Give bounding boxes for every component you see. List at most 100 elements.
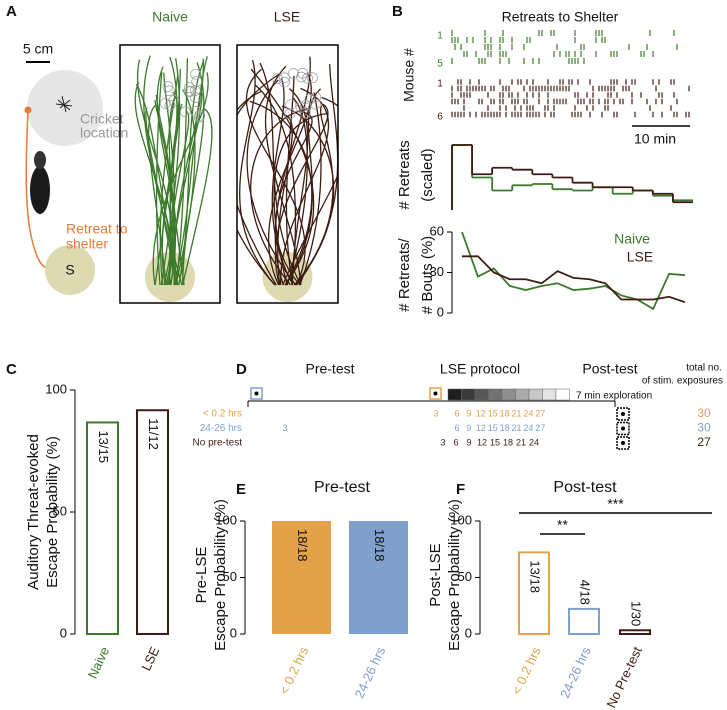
trajectory xyxy=(282,96,338,286)
cricket-mark xyxy=(295,102,307,113)
stim-count: 9 xyxy=(466,408,471,418)
stim-count: 18 xyxy=(500,423,510,433)
test-dot xyxy=(433,391,438,396)
trajectory xyxy=(246,79,297,286)
stim-count: 15 xyxy=(488,408,498,418)
arena-title: LSE xyxy=(274,9,300,25)
arena-title: Naive xyxy=(152,9,188,25)
mouse-icon xyxy=(30,166,50,214)
row-total: 30 xyxy=(697,421,711,435)
y-tick-label: 0 xyxy=(465,625,472,640)
raster-row-label: 1 xyxy=(437,79,443,90)
trajectory xyxy=(168,110,190,286)
trajectory xyxy=(135,84,183,286)
stim-count: 15 xyxy=(490,437,500,447)
stage-header: Post-test xyxy=(582,361,637,377)
cricket-mark xyxy=(300,100,311,111)
series-line xyxy=(462,255,686,304)
trajectories xyxy=(237,56,338,286)
significance-label: *** xyxy=(607,496,624,512)
trajectory xyxy=(237,90,277,286)
trajectory xyxy=(169,56,178,286)
stim-count: 21 xyxy=(516,437,526,447)
trajectory xyxy=(239,59,276,286)
cricket-mark xyxy=(183,86,195,97)
y-axis-label: # Retreats/ xyxy=(396,237,413,311)
x-tick-label: < 0.2 hrs xyxy=(509,644,544,697)
cricket-mark xyxy=(284,108,296,120)
x-tick-label: Naive xyxy=(85,644,113,680)
stim-count: 21 xyxy=(511,423,521,433)
row-total: 27 xyxy=(697,435,711,449)
x-tick-label: No Pre-test xyxy=(603,644,645,710)
y-axis-label: # Retreats xyxy=(396,140,413,209)
stim-count: 3 xyxy=(282,423,287,433)
cricket-mark xyxy=(189,85,201,96)
stim-count: 21 xyxy=(511,408,521,418)
cricket-mark xyxy=(272,73,283,84)
y-tick-label: 0 xyxy=(437,304,444,319)
trajectory xyxy=(299,92,322,286)
raster-row-label: 1 xyxy=(437,31,443,42)
exploration-label: 7 min exploration xyxy=(576,391,652,402)
cricket-mark xyxy=(310,91,322,103)
y-tick-label: 100 xyxy=(450,512,472,527)
mouse-head xyxy=(34,151,46,169)
trajectory xyxy=(178,61,204,286)
stim-block xyxy=(501,388,516,401)
legend-label: Naive xyxy=(614,231,650,247)
trajectory xyxy=(168,95,185,286)
total-header: total no. xyxy=(686,363,722,374)
series-line xyxy=(461,231,686,311)
y-axis-label: Escape Probability (%) xyxy=(446,499,463,651)
y-axis-label: (scaled) xyxy=(419,148,436,201)
trajectory xyxy=(175,89,196,286)
stim-count: 9 xyxy=(466,423,471,433)
row-label: No pre-test xyxy=(193,438,243,449)
y-tick-label: 100 xyxy=(45,381,67,396)
post-dot xyxy=(621,441,625,445)
retreat-label: Retreat to xyxy=(66,221,128,237)
y-tick-label: 100 xyxy=(215,512,237,527)
panel-label: C xyxy=(6,361,17,378)
value-label: 1/30 xyxy=(629,601,644,626)
bar xyxy=(568,607,600,636)
stim-block xyxy=(542,388,557,401)
bar xyxy=(619,629,651,635)
trajectory xyxy=(275,111,313,286)
bar xyxy=(518,551,550,635)
stim-count: 6 xyxy=(453,437,458,447)
x-tick-label: LSE xyxy=(138,644,162,673)
trajectory xyxy=(152,72,209,286)
trajectory xyxy=(145,107,177,286)
stim-block xyxy=(555,388,570,401)
trajectories xyxy=(134,55,213,286)
stim-count: 9 xyxy=(466,437,471,447)
y-tick-label: 50 xyxy=(53,503,67,518)
cricket-mark xyxy=(299,107,311,119)
stim-block xyxy=(488,388,503,401)
panel-title: Retreats to Shelter xyxy=(502,9,619,25)
trajectory xyxy=(286,97,308,286)
raster-row-label: 5 xyxy=(437,59,443,70)
panel-label: B xyxy=(392,3,403,20)
cricket-mark xyxy=(190,68,202,80)
trajectory xyxy=(159,75,179,286)
cricket-mark xyxy=(288,68,299,79)
y-tick-label: 0 xyxy=(230,625,237,640)
cricket-mark xyxy=(164,85,175,97)
stim-count: 6 xyxy=(454,423,459,433)
retreat-label: shelter xyxy=(66,236,108,252)
y-axis-label: Escape Probability (%) xyxy=(212,499,229,651)
arena xyxy=(119,44,221,304)
y-axis-label: # Bouts (%) xyxy=(419,236,436,314)
bar xyxy=(86,421,119,635)
value-label: 13/18 xyxy=(528,560,543,593)
chart-title: Pre-test xyxy=(314,479,371,496)
panel-label: D xyxy=(236,361,247,378)
trajectory xyxy=(245,68,306,286)
panel-label: F xyxy=(456,481,465,498)
cricket-mark xyxy=(184,82,195,93)
cricket-mark xyxy=(162,81,174,92)
